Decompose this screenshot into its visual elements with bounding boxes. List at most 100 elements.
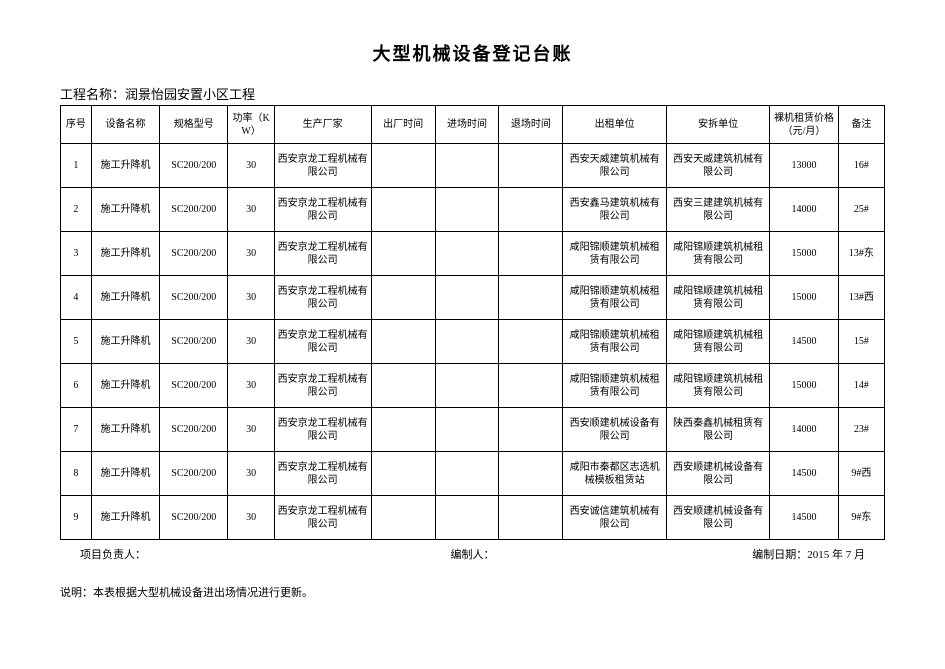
table-row: 2施工升降机SC200/20030西安京龙工程机械有限公司西安鑫马建筑机械有限公… <box>61 188 885 232</box>
table-cell: 5 <box>61 320 92 364</box>
table-cell: 西安鑫马建筑机械有限公司 <box>563 188 667 232</box>
table-cell: 西安京龙工程机械有限公司 <box>274 188 371 232</box>
table-cell <box>435 276 499 320</box>
table-cell: 14000 <box>770 188 838 232</box>
table-cell <box>435 364 499 408</box>
footer-date: 编制日期：2015 年 7 月 <box>603 546 865 562</box>
table-cell: 8 <box>61 452 92 496</box>
table-cell <box>371 364 435 408</box>
table-row: 4施工升降机SC200/20030西安京龙工程机械有限公司咸阳锦顺建筑机械租赁有… <box>61 276 885 320</box>
table-cell: 9#东 <box>838 496 884 540</box>
table-cell <box>499 452 563 496</box>
col-header: 出租单位 <box>563 106 667 144</box>
table-row: 6施工升降机SC200/20030西安京龙工程机械有限公司咸阳锦顺建筑机械租赁有… <box>61 364 885 408</box>
table-cell <box>499 276 563 320</box>
table-cell: 16# <box>838 144 884 188</box>
table-cell: SC200/200 <box>160 320 228 364</box>
table-cell: 西安京龙工程机械有限公司 <box>274 364 371 408</box>
table-cell: 施工升降机 <box>91 364 159 408</box>
table-row: 8施工升降机SC200/20030西安京龙工程机械有限公司咸阳市秦都区志选机械模… <box>61 452 885 496</box>
col-header: 退场时间 <box>499 106 563 144</box>
table-cell: 咸阳锦顺建筑机械租赁有限公司 <box>563 232 667 276</box>
table-cell: 咸阳锦顺建筑机械租赁有限公司 <box>563 276 667 320</box>
table-cell: 咸阳锦顺建筑机械租赁有限公司 <box>563 364 667 408</box>
table-cell <box>499 364 563 408</box>
table-cell: SC200/200 <box>160 408 228 452</box>
table-cell: 西安天威建筑机械有限公司 <box>666 144 770 188</box>
col-header: 出厂时间 <box>371 106 435 144</box>
table-cell: 4 <box>61 276 92 320</box>
table-cell: 15000 <box>770 232 838 276</box>
table-cell <box>499 320 563 364</box>
table-cell: 咸阳锦顺建筑机械租赁有限公司 <box>666 232 770 276</box>
table-cell <box>371 276 435 320</box>
col-header: 进场时间 <box>435 106 499 144</box>
table-cell <box>499 144 563 188</box>
table-cell: SC200/200 <box>160 496 228 540</box>
col-header: 序号 <box>61 106 92 144</box>
table-header-row: 序号 设备名称 规格型号 功率（KW） 生产厂家 出厂时间 进场时间 退场时间 … <box>61 106 885 144</box>
footer-preparer: 编制人： <box>342 546 604 562</box>
table-cell <box>371 452 435 496</box>
table-cell: 6 <box>61 364 92 408</box>
table-cell <box>371 232 435 276</box>
table-cell: 西安京龙工程机械有限公司 <box>274 232 371 276</box>
table-cell: 14500 <box>770 320 838 364</box>
table-cell: 西安三建建筑机械有限公司 <box>666 188 770 232</box>
table-cell: 30 <box>228 188 274 232</box>
table-cell <box>499 232 563 276</box>
table-cell: 13000 <box>770 144 838 188</box>
table-row: 5施工升降机SC200/20030西安京龙工程机械有限公司咸阳锦顺建筑机械租赁有… <box>61 320 885 364</box>
table-cell: 施工升降机 <box>91 188 159 232</box>
table-cell: 30 <box>228 320 274 364</box>
table-cell: 西安京龙工程机械有限公司 <box>274 320 371 364</box>
table-cell: 西安京龙工程机械有限公司 <box>274 452 371 496</box>
table-cell: 15000 <box>770 364 838 408</box>
table-cell <box>499 496 563 540</box>
table-cell: 施工升降机 <box>91 232 159 276</box>
table-cell: 施工升降机 <box>91 452 159 496</box>
table-cell: 30 <box>228 232 274 276</box>
table-cell: 西安顺建机械设备有限公司 <box>666 452 770 496</box>
table-cell: 咸阳锦顺建筑机械租赁有限公司 <box>563 320 667 364</box>
project-name-line: 工程名称：润景怡园安置小区工程 <box>60 84 885 103</box>
table-cell: 西安京龙工程机械有限公司 <box>274 276 371 320</box>
table-cell <box>371 320 435 364</box>
table-cell: 9 <box>61 496 92 540</box>
table-cell: SC200/200 <box>160 144 228 188</box>
table-cell: 30 <box>228 408 274 452</box>
table-cell: 西安顺建机械设备有限公司 <box>666 496 770 540</box>
footer-date-value: 2015 年 7 月 <box>807 549 865 561</box>
footer-date-label: 编制日期： <box>752 549 807 561</box>
table-cell: 西安诚信建筑机械有限公司 <box>563 496 667 540</box>
table-cell: 咸阳市秦都区志选机械模板租赁站 <box>563 452 667 496</box>
table-cell <box>371 144 435 188</box>
table-cell: 陕西秦鑫机械租赁有限公司 <box>666 408 770 452</box>
table-cell: 西安京龙工程机械有限公司 <box>274 144 371 188</box>
table-cell <box>371 496 435 540</box>
table-cell: 9#西 <box>838 452 884 496</box>
note-text: 本表根据大型机械设备进出场情况进行更新。 <box>93 587 313 599</box>
table-cell: 23# <box>838 408 884 452</box>
table-cell: 30 <box>228 276 274 320</box>
table-cell <box>435 144 499 188</box>
table-cell: 咸阳锦顺建筑机械租赁有限公司 <box>666 276 770 320</box>
table-cell: 西安天威建筑机械有限公司 <box>563 144 667 188</box>
note-line: 说明：本表根据大型机械设备进出场情况进行更新。 <box>60 584 885 600</box>
table-cell: 14500 <box>770 496 838 540</box>
equipment-table: 序号 设备名称 规格型号 功率（KW） 生产厂家 出厂时间 进场时间 退场时间 … <box>60 105 885 540</box>
footer-row: 项目负责人： 编制人： 编制日期：2015 年 7 月 <box>60 546 885 562</box>
table-cell: 15000 <box>770 276 838 320</box>
table-cell: 15# <box>838 320 884 364</box>
table-cell: 25# <box>838 188 884 232</box>
table-cell <box>435 496 499 540</box>
table-cell: 施工升降机 <box>91 408 159 452</box>
table-cell <box>435 232 499 276</box>
table-cell: 30 <box>228 144 274 188</box>
col-header: 功率（KW） <box>228 106 274 144</box>
table-cell <box>435 188 499 232</box>
table-cell: 咸阳锦顺建筑机械租赁有限公司 <box>666 320 770 364</box>
table-cell <box>499 188 563 232</box>
table-cell: 13#西 <box>838 276 884 320</box>
footer-leader: 项目负责人： <box>80 546 342 562</box>
